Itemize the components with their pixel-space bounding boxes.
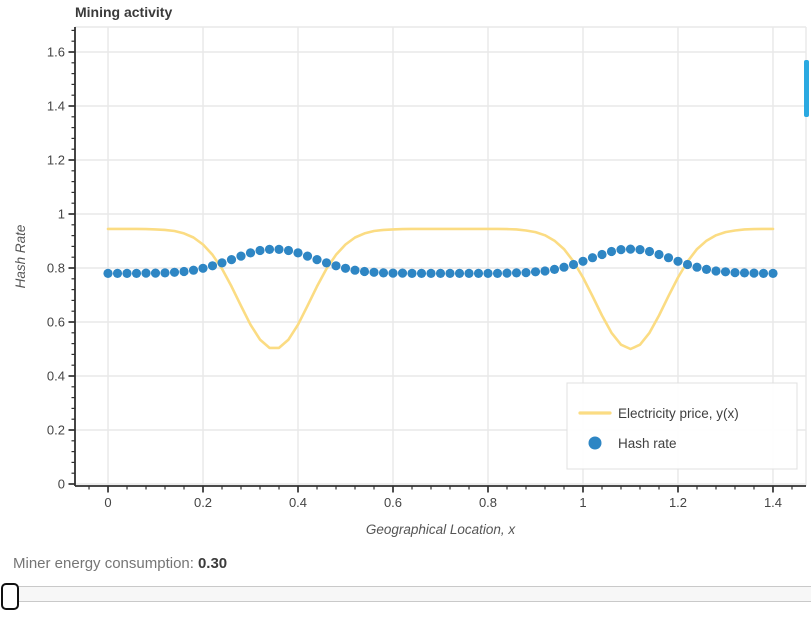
hash-rate-dots	[103, 244, 778, 278]
x-tick-label: 1	[579, 495, 586, 510]
axis-titles: Geographical Location, x Hash Rate	[13, 225, 516, 537]
scrollbar-thumb[interactable]	[804, 60, 809, 117]
x-tick-label: 1.4	[764, 495, 782, 510]
status-label: Miner energy consumption:	[13, 555, 194, 572]
x-tick-label: 0.2	[194, 495, 212, 510]
y-tick-label: 0.4	[47, 369, 65, 384]
axes	[68, 27, 806, 493]
tick-labels: 0 0.2 0.4 0.6 0.8 1 1.2 1.4 0 0.2 0.4 0.6 0.8 1 1.2 1.4…	[47, 45, 782, 510]
legend-label-hash: Hash rate	[618, 436, 677, 451]
y-tick-label: 1.4	[47, 99, 65, 114]
status-value: 0.30	[197, 555, 228, 572]
x-axis-title: Geographical Location, x	[366, 522, 517, 537]
y-tick-label: 0.6	[47, 315, 65, 330]
mining-activity-chart: 0 0.2 0.4 0.6 0.8 1 1.2 1.4 0 0.2 0.4 0.6 0.8 1 1.2 1.4…	[13, 26, 807, 537]
x-tick-label: 0.6	[384, 495, 402, 510]
x-tick-label: 0.4	[289, 495, 307, 510]
legend: Electricity price, y(x) Hash rate	[566, 382, 798, 470]
y-axis-title: Hash Rate	[13, 225, 28, 289]
legend-dot-swatch	[588, 436, 602, 450]
y-tick-label: 1	[58, 207, 65, 222]
x-tick-label: 0.8	[479, 495, 497, 510]
y-tick-label: 1.6	[47, 45, 65, 60]
chart-title: Mining activity	[75, 4, 173, 20]
x-tick-label: 1.2	[669, 495, 687, 510]
y-tick-label: 0	[58, 477, 65, 492]
status-line: Miner energy consumption: 0.30	[13, 555, 227, 572]
energy-consumption-slider-track[interactable]	[2, 586, 811, 602]
electricity-price-line	[106, 227, 775, 351]
y-tick-label: 1.2	[47, 153, 65, 168]
y-tick-label: 0.8	[47, 261, 65, 276]
x-tick-label: 0	[104, 495, 111, 510]
legend-label-price: Electricity price, y(x)	[618, 406, 739, 421]
y-tick-label: 0.2	[47, 423, 65, 438]
energy-consumption-slider-thumb[interactable]	[1, 583, 19, 610]
